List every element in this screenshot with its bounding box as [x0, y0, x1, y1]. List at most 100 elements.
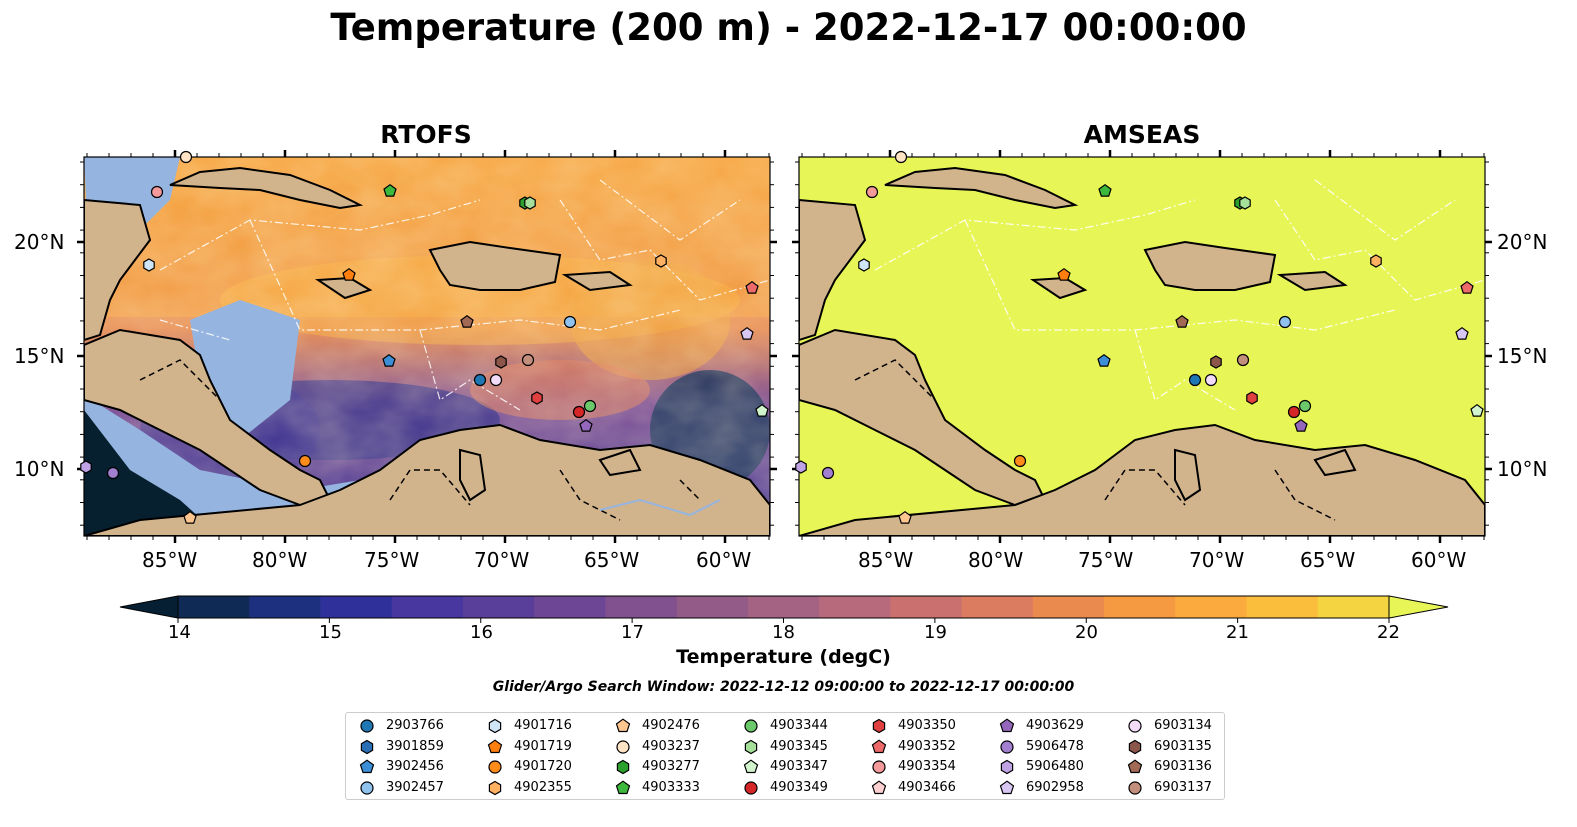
float-marker-4903629 [579, 418, 593, 432]
colorbar-tick-15: 15 [319, 622, 342, 643]
legend-label: 3902457 [386, 779, 444, 795]
float-marker-4903352 [745, 280, 759, 294]
political-borders [139, 359, 701, 521]
float-marker-4903350 [1246, 391, 1258, 405]
colorbar-tick-22: 22 [1377, 622, 1400, 643]
float-marker-4901716 [143, 258, 155, 272]
legend-label: 4901716 [514, 718, 572, 733]
float-marker-3902456 [382, 353, 396, 367]
float-marker-4903345 [524, 196, 536, 210]
float-marker-4901716 [858, 258, 870, 272]
legend-marker-icon [871, 779, 887, 794]
legend-label: 4903354 [898, 759, 956, 774]
float-marker-4903350 [531, 391, 543, 405]
legend-marker-icon [616, 759, 630, 775]
float-marker-4901720 [298, 454, 312, 468]
legend-marker-icon [744, 719, 758, 733]
float-marker-6903135 [495, 355, 507, 369]
colorbar-tick-20: 20 [1075, 622, 1098, 643]
lat-tick-label-l-2: 10°N [14, 457, 65, 481]
lon-tick-label-r-2: 75°W [1078, 548, 1134, 572]
lon-tick-label-l-3: 70°W [474, 548, 530, 572]
lon-tick-label-r-0: 85°W [858, 548, 914, 572]
rtofs-frame [83, 156, 771, 537]
colorbar-tick-21: 21 [1226, 622, 1249, 643]
lon-tick-label-r-3: 70°W [1189, 548, 1245, 572]
float-marker-5906478 [821, 466, 835, 480]
legend-marker-icon [1000, 739, 1014, 754]
legend-label: 4903466 [898, 779, 956, 795]
legend-marker-icon [999, 779, 1015, 794]
float-marker-4902355 [1370, 254, 1382, 268]
legend-marker-icon [616, 739, 630, 754]
float-marker-4903237 [894, 150, 908, 164]
figure-title: Temperature (200 m) - 2022-12-17 00:00:0… [330, 6, 1247, 49]
lat-tick-label-r-0: 20°N [1497, 230, 1548, 254]
legend-label: 2903766 [386, 718, 444, 733]
legend-label: 4903277 [642, 759, 700, 774]
legend-label: 6903134 [1154, 718, 1212, 733]
legend-label: 4903629 [1026, 718, 1084, 733]
legend-marker-icon [743, 759, 759, 774]
colorbar-tick-17: 17 [621, 622, 644, 643]
legend-marker-icon [488, 760, 502, 774]
legend-marker-icon [488, 718, 502, 734]
pacific-ocean [84, 410, 220, 536]
legend-label: 4903349 [770, 779, 828, 795]
float-marker-6902958 [740, 326, 754, 340]
float-marker-4903352 [1460, 280, 1474, 294]
float-marker-4903347 [755, 403, 769, 417]
float-marker-4903333 [1098, 183, 1112, 197]
rivers [599, 498, 721, 517]
float-marker-4903344 [1298, 399, 1312, 413]
legend-label: 3902456 [386, 759, 444, 774]
legend-marker-icon [872, 718, 886, 734]
float-marker-4902355 [655, 254, 667, 268]
colorbar-tick-18: 18 [772, 622, 795, 643]
legend-marker-icon [360, 780, 374, 795]
lon-tick-label-l-2: 75°W [364, 548, 420, 572]
float-marker-4903345 [1239, 196, 1251, 210]
lon-tick-label-r-5: 60°W [1411, 548, 1467, 572]
legend-label: 3901859 [386, 738, 444, 754]
legend-label: 4903344 [770, 718, 828, 733]
float-marker-6902958 [1455, 326, 1469, 340]
legend-marker-icon [999, 718, 1015, 733]
legend-marker-icon [871, 738, 887, 753]
legend-label: 4902355 [514, 779, 572, 795]
float-marker-3902457 [563, 315, 577, 329]
float-marker-5906480 [80, 460, 92, 474]
legend-marker-icon [744, 780, 758, 795]
colorbar-tick-16: 16 [470, 622, 493, 643]
legend-label: 4902476 [642, 718, 700, 733]
legend-marker-icon [360, 739, 374, 754]
legend-label: 4903345 [770, 738, 828, 754]
float-marker-3902457 [1278, 315, 1292, 329]
legend-label: 4901720 [514, 759, 572, 774]
float-marker-4901719 [342, 267, 356, 281]
legend-label: 5906478 [1026, 738, 1084, 754]
legend-marker-icon [488, 780, 502, 795]
legend-label: 6903135 [1154, 738, 1212, 754]
float-marker-4903237 [179, 150, 193, 164]
legend-label: 4901719 [514, 738, 572, 754]
axis-ticks [77, 150, 1492, 543]
float-marker-4903354 [865, 185, 879, 199]
float-marker-6903135 [1210, 355, 1222, 369]
amseas-map [799, 157, 1485, 536]
legend-label: 4903333 [642, 779, 700, 795]
float-marker-6903136 [460, 314, 474, 328]
lon-tick-label-l-0: 85°W [142, 548, 198, 572]
legend-marker-icon [615, 718, 631, 733]
land-masses-right [799, 166, 1485, 536]
panel-title-rtofs: RTOFS [380, 120, 472, 149]
legend-label: 6903137 [1154, 779, 1212, 795]
land-masses [84, 166, 770, 536]
float-marker-6903134 [489, 373, 503, 387]
lat-tick-label-r-2: 10°N [1497, 457, 1548, 481]
legend-marker-icon [1128, 780, 1142, 795]
float-marker-2903766 [1188, 373, 1202, 387]
float-marker-4901720 [1013, 454, 1027, 468]
colorbar-label: Temperature (degC) [676, 646, 891, 668]
